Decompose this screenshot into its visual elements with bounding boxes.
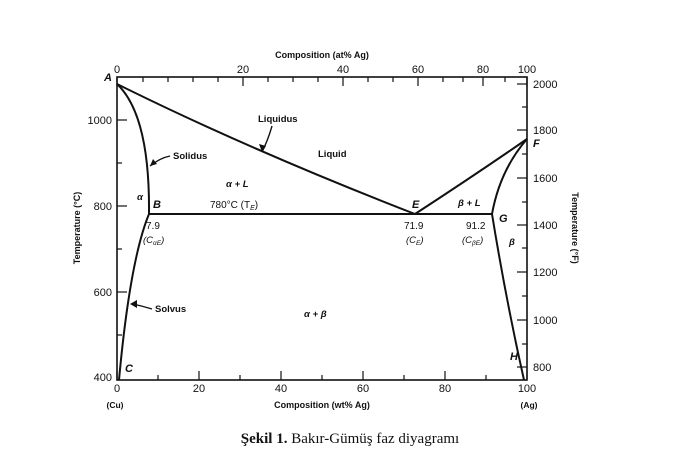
e-composition-value: 71.9	[404, 221, 424, 232]
bottom-tick-label: 40	[275, 383, 287, 395]
b-sym: (C	[143, 235, 153, 246]
composition-values: 7.9 (CαE) 71.9 (CE) 91.2 (CβE)	[143, 221, 486, 247]
e-composition-symbol: (CE)	[406, 235, 424, 247]
solvus-arrowhead	[130, 300, 137, 308]
left-tick-label: 1000	[88, 115, 112, 127]
right-axis-tick-labels: 800 1000 1200 1400 1600 1800 2000	[533, 79, 557, 374]
top-tick-label: 20	[237, 64, 249, 76]
left-tick-label: 600	[94, 287, 112, 299]
liquidus-arrowhead	[259, 144, 266, 152]
g-composition-value: 91.2	[466, 221, 486, 232]
liquidus-label: Liquidus	[258, 114, 298, 125]
point-h-label: H	[510, 351, 519, 363]
alpha-plus-beta-label: α + β	[304, 309, 327, 320]
bottom-tick-label: 0	[114, 383, 120, 395]
eutectic-temp-sub: E	[250, 205, 255, 212]
top-axis-title: Composition (at% Ag)	[275, 50, 369, 60]
solidus-left-curve	[116, 83, 151, 215]
beta-plus-liquid-label: β + L	[457, 198, 481, 209]
solidus-label: Solidus	[173, 151, 207, 162]
point-labels: A B C E F G H	[103, 72, 540, 375]
b-sym-close: )	[160, 235, 164, 246]
beta-label: β	[508, 237, 515, 248]
g-sym: (C	[462, 235, 472, 246]
e-sym-close: )	[419, 235, 423, 246]
region-labels: Liquidus Liquid Solidus Solvus α β α + L…	[137, 114, 515, 320]
alpha-plus-liquid-label: α + L	[226, 179, 249, 190]
top-tick-label: 80	[477, 64, 489, 76]
g-sym-sub: βE	[471, 240, 481, 247]
bottom-tick-label: 20	[193, 383, 205, 395]
point-f-label: F	[533, 138, 540, 150]
b-composition-symbol: (CαE)	[143, 235, 164, 247]
point-e-label: E	[412, 199, 420, 211]
liquidus-right-curve	[414, 138, 528, 215]
top-tick-label: 40	[337, 64, 349, 76]
right-tick-label: 1200	[533, 267, 557, 279]
bottom-axis-left-end: (Cu)	[107, 400, 124, 410]
point-g-label: G	[499, 213, 508, 225]
top-tick-label: 100	[518, 64, 536, 76]
solvus-label: Solvus	[155, 304, 186, 315]
alpha-label: α	[137, 192, 144, 203]
leader-arrowheads	[130, 144, 266, 308]
bottom-axis-tick-labels: 0 20 40 60 80 100	[114, 383, 536, 395]
bottom-axis-right-end: (Ag)	[521, 400, 538, 410]
point-a-label: A	[103, 72, 112, 84]
b-sym-sub: αE	[153, 240, 162, 247]
bottom-tick-label: 60	[357, 383, 369, 395]
right-axis-title: Temperature (°F)	[570, 192, 580, 263]
right-tick-label: 1000	[533, 315, 557, 327]
top-tick-label: 0	[114, 64, 120, 76]
left-tick-label: 800	[94, 201, 112, 213]
right-tick-label: 1800	[533, 125, 557, 137]
e-sym-sub: E	[416, 240, 421, 247]
right-tick-label: 1600	[533, 173, 557, 185]
bottom-axis-title: Composition (wt% Ag)	[274, 400, 370, 410]
solvus-right-curve	[491, 213, 525, 381]
eutectic-temp-close: )	[255, 200, 258, 211]
right-tick-label: 800	[533, 362, 551, 374]
bottom-tick-label: 100	[518, 383, 536, 395]
phase-boundaries	[116, 83, 528, 381]
solidus-right-curve	[491, 138, 528, 215]
right-tick-label: 1400	[533, 220, 557, 232]
left-axis-title: Temperature (°C)	[72, 192, 82, 264]
e-sym: (C	[406, 235, 416, 246]
point-c-label: C	[125, 363, 134, 375]
b-composition-value: 7.9	[146, 221, 160, 232]
solvus-left-curve	[118, 213, 150, 381]
point-b-label: B	[153, 199, 161, 211]
top-axis-tick-labels: 0 20 40 60 80 100	[114, 64, 536, 76]
g-sym-close: )	[479, 235, 483, 246]
solidus-arrowhead	[150, 159, 157, 166]
caption-text: Bakır-Gümüş faz diyagramı	[287, 431, 460, 447]
liquidus-left-curve	[116, 83, 416, 215]
top-tick-label: 60	[412, 64, 424, 76]
right-axis-ticks	[517, 83, 527, 368]
left-axis-tick-labels: 400 600 800 1000	[88, 115, 112, 384]
liquid-label: Liquid	[318, 149, 347, 160]
left-axis-ticks	[117, 119, 127, 336]
eutectic-temp-text: 780°C (T	[210, 200, 250, 211]
bottom-tick-label: 80	[439, 383, 451, 395]
left-tick-label: 400	[94, 372, 112, 384]
g-composition-symbol: (CβE)	[462, 235, 483, 247]
top-axis-ticks	[116, 77, 528, 86]
caption-number: Şekil 1.	[240, 431, 288, 447]
figure-caption: Şekil 1. Bakır-Gümüş faz diyagramı	[0, 431, 700, 448]
right-tick-label: 2000	[533, 79, 557, 91]
eutectic-temperature-label: 780°C (TE)	[210, 200, 258, 212]
bottom-axis-ticks	[116, 371, 528, 380]
